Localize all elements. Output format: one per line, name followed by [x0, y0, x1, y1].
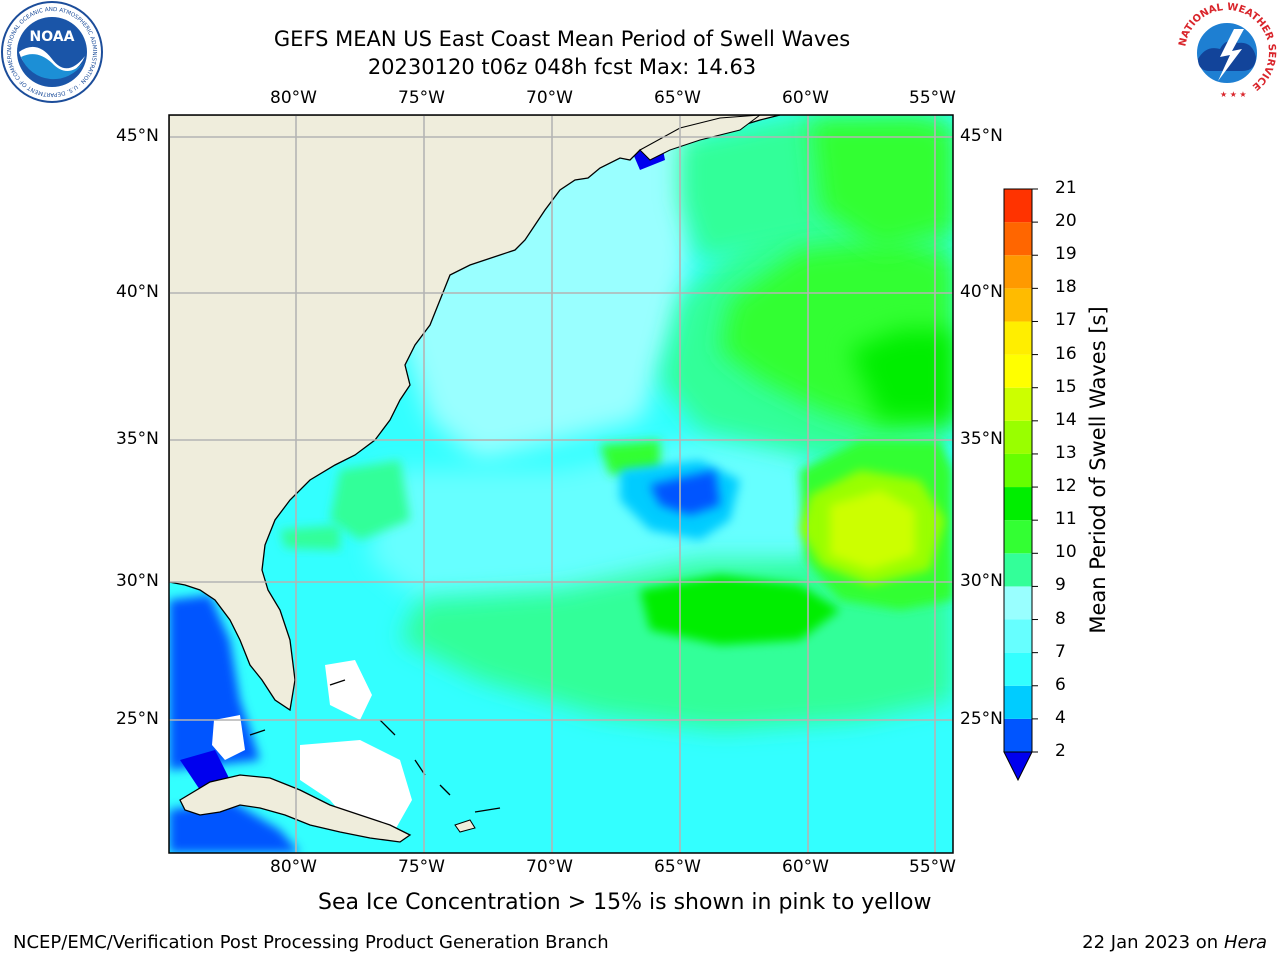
colorbar-tick-label: 19 — [1055, 244, 1077, 265]
footer-host: Hera — [1223, 932, 1267, 953]
map-frame — [168, 114, 954, 854]
colorbar-tick-label: 6 — [1055, 674, 1066, 695]
colorbar-segment — [1004, 685, 1032, 719]
colorbar-tick-label: 16 — [1055, 343, 1077, 364]
lat-label-left: 45°N — [116, 126, 159, 146]
period-contours — [169, 115, 953, 853]
colorbar-tick-label: 12 — [1055, 476, 1077, 497]
lon-label-top: 75°W — [398, 88, 445, 108]
lat-label-left: 30°N — [116, 571, 159, 591]
nws-logo: NATIONAL WEATHER SERVICE ★ ★ ★ — [1177, 2, 1277, 102]
svg-text:★ ★ ★: ★ ★ ★ — [1220, 90, 1247, 99]
lon-label-bottom: 55°W — [909, 857, 956, 877]
colorbar-tick-label: 8 — [1055, 608, 1066, 629]
lon-label-bottom: 75°W — [398, 857, 445, 877]
lon-label-bottom: 60°W — [782, 857, 829, 877]
islands — [249, 679, 501, 813]
lat-label-right: 40°N — [960, 282, 1003, 302]
lat-label-right: 45°N — [960, 126, 1003, 146]
lat-label-left: 25°N — [116, 709, 159, 729]
sea-ice-note: Sea Ice Concentration > 15% is shown in … — [318, 890, 932, 915]
colorbar-segment — [1004, 387, 1032, 421]
map-subtitle: 20230120 t06z 048h fcst Max: 14.63 — [367, 55, 757, 79]
footer-credit: NCEP/EMC/Verification Post Processing Pr… — [13, 932, 609, 953]
colorbar-segment — [1004, 255, 1032, 289]
colorbar-frame — [1003, 188, 1033, 753]
colorbar-segment — [1004, 652, 1032, 686]
colorbar-segment — [1004, 288, 1032, 322]
lon-label-bottom: 80°W — [270, 857, 317, 877]
colorbar-tick-label: 2 — [1055, 741, 1066, 761]
lon-label-top: 80°W — [270, 88, 317, 108]
map-field — [169, 115, 953, 853]
colorbar-segment — [1004, 453, 1032, 488]
colorbar-segment — [1004, 619, 1032, 653]
colorbar-under-triangle — [1003, 751, 1033, 782]
colorbar-segment — [1004, 553, 1032, 587]
colorbar-tick-label: 7 — [1055, 641, 1066, 662]
colorbar-segment — [1004, 520, 1032, 554]
lat-label-left: 40°N — [116, 282, 159, 302]
colorbar-segment — [1004, 586, 1032, 620]
colorbar-segment — [1004, 189, 1032, 223]
colorbar-segment — [1004, 487, 1032, 521]
graticule — [169, 115, 953, 853]
footer-date: 22 Jan 2023 on Hera — [1082, 932, 1267, 953]
colorbar-tick-label: 21 — [1055, 178, 1077, 198]
footer-date-text: 22 Jan 2023 on — [1082, 932, 1219, 953]
colorbar — [1003, 188, 1038, 782]
colorbar-tick-label: 4 — [1055, 707, 1066, 728]
colorbar-tick-label: 18 — [1055, 277, 1077, 298]
lon-label-top: 60°W — [782, 88, 829, 108]
colorbar-tick-label: 11 — [1055, 509, 1077, 530]
colorbar-segment — [1004, 354, 1032, 388]
noaa-logo: NATIONAL OCEANIC AND ATMOSPHERIC ADMINIS… — [1, 1, 103, 103]
colorbar-segment — [1004, 420, 1032, 454]
colorbar-tick-label: 10 — [1055, 542, 1077, 563]
colorbar-segment — [1004, 222, 1032, 256]
map-title: GEFS MEAN US East Coast Mean Period of S… — [273, 27, 851, 51]
colorbar-tick-label: 17 — [1055, 310, 1077, 331]
colorbar-tick-label: 20 — [1055, 211, 1077, 232]
lon-label-top: 70°W — [526, 88, 573, 108]
lon-label-bottom: 65°W — [654, 857, 701, 877]
colorbar-tick-label: 13 — [1055, 442, 1077, 463]
lon-label-top: 55°W — [909, 88, 956, 108]
lat-label-right: 25°N — [960, 709, 1003, 729]
colorbar-tick-label: 14 — [1055, 409, 1077, 430]
colorbar-segment — [1004, 321, 1032, 355]
colorbar-segment — [1004, 718, 1032, 752]
lon-label-bottom: 70°W — [526, 857, 573, 877]
lat-label-right: 30°N — [960, 571, 1003, 591]
lon-label-top: 65°W — [654, 88, 701, 108]
lat-label-left: 35°N — [116, 429, 159, 449]
colorbar-tick-label: 15 — [1055, 376, 1077, 397]
lat-label-right: 35°N — [960, 429, 1003, 449]
colorbar-title: Mean Period of Swell Waves [s] — [1086, 306, 1110, 634]
colorbar-tick-label: 9 — [1055, 575, 1066, 596]
noaa-logo-text: NOAA — [30, 29, 75, 45]
